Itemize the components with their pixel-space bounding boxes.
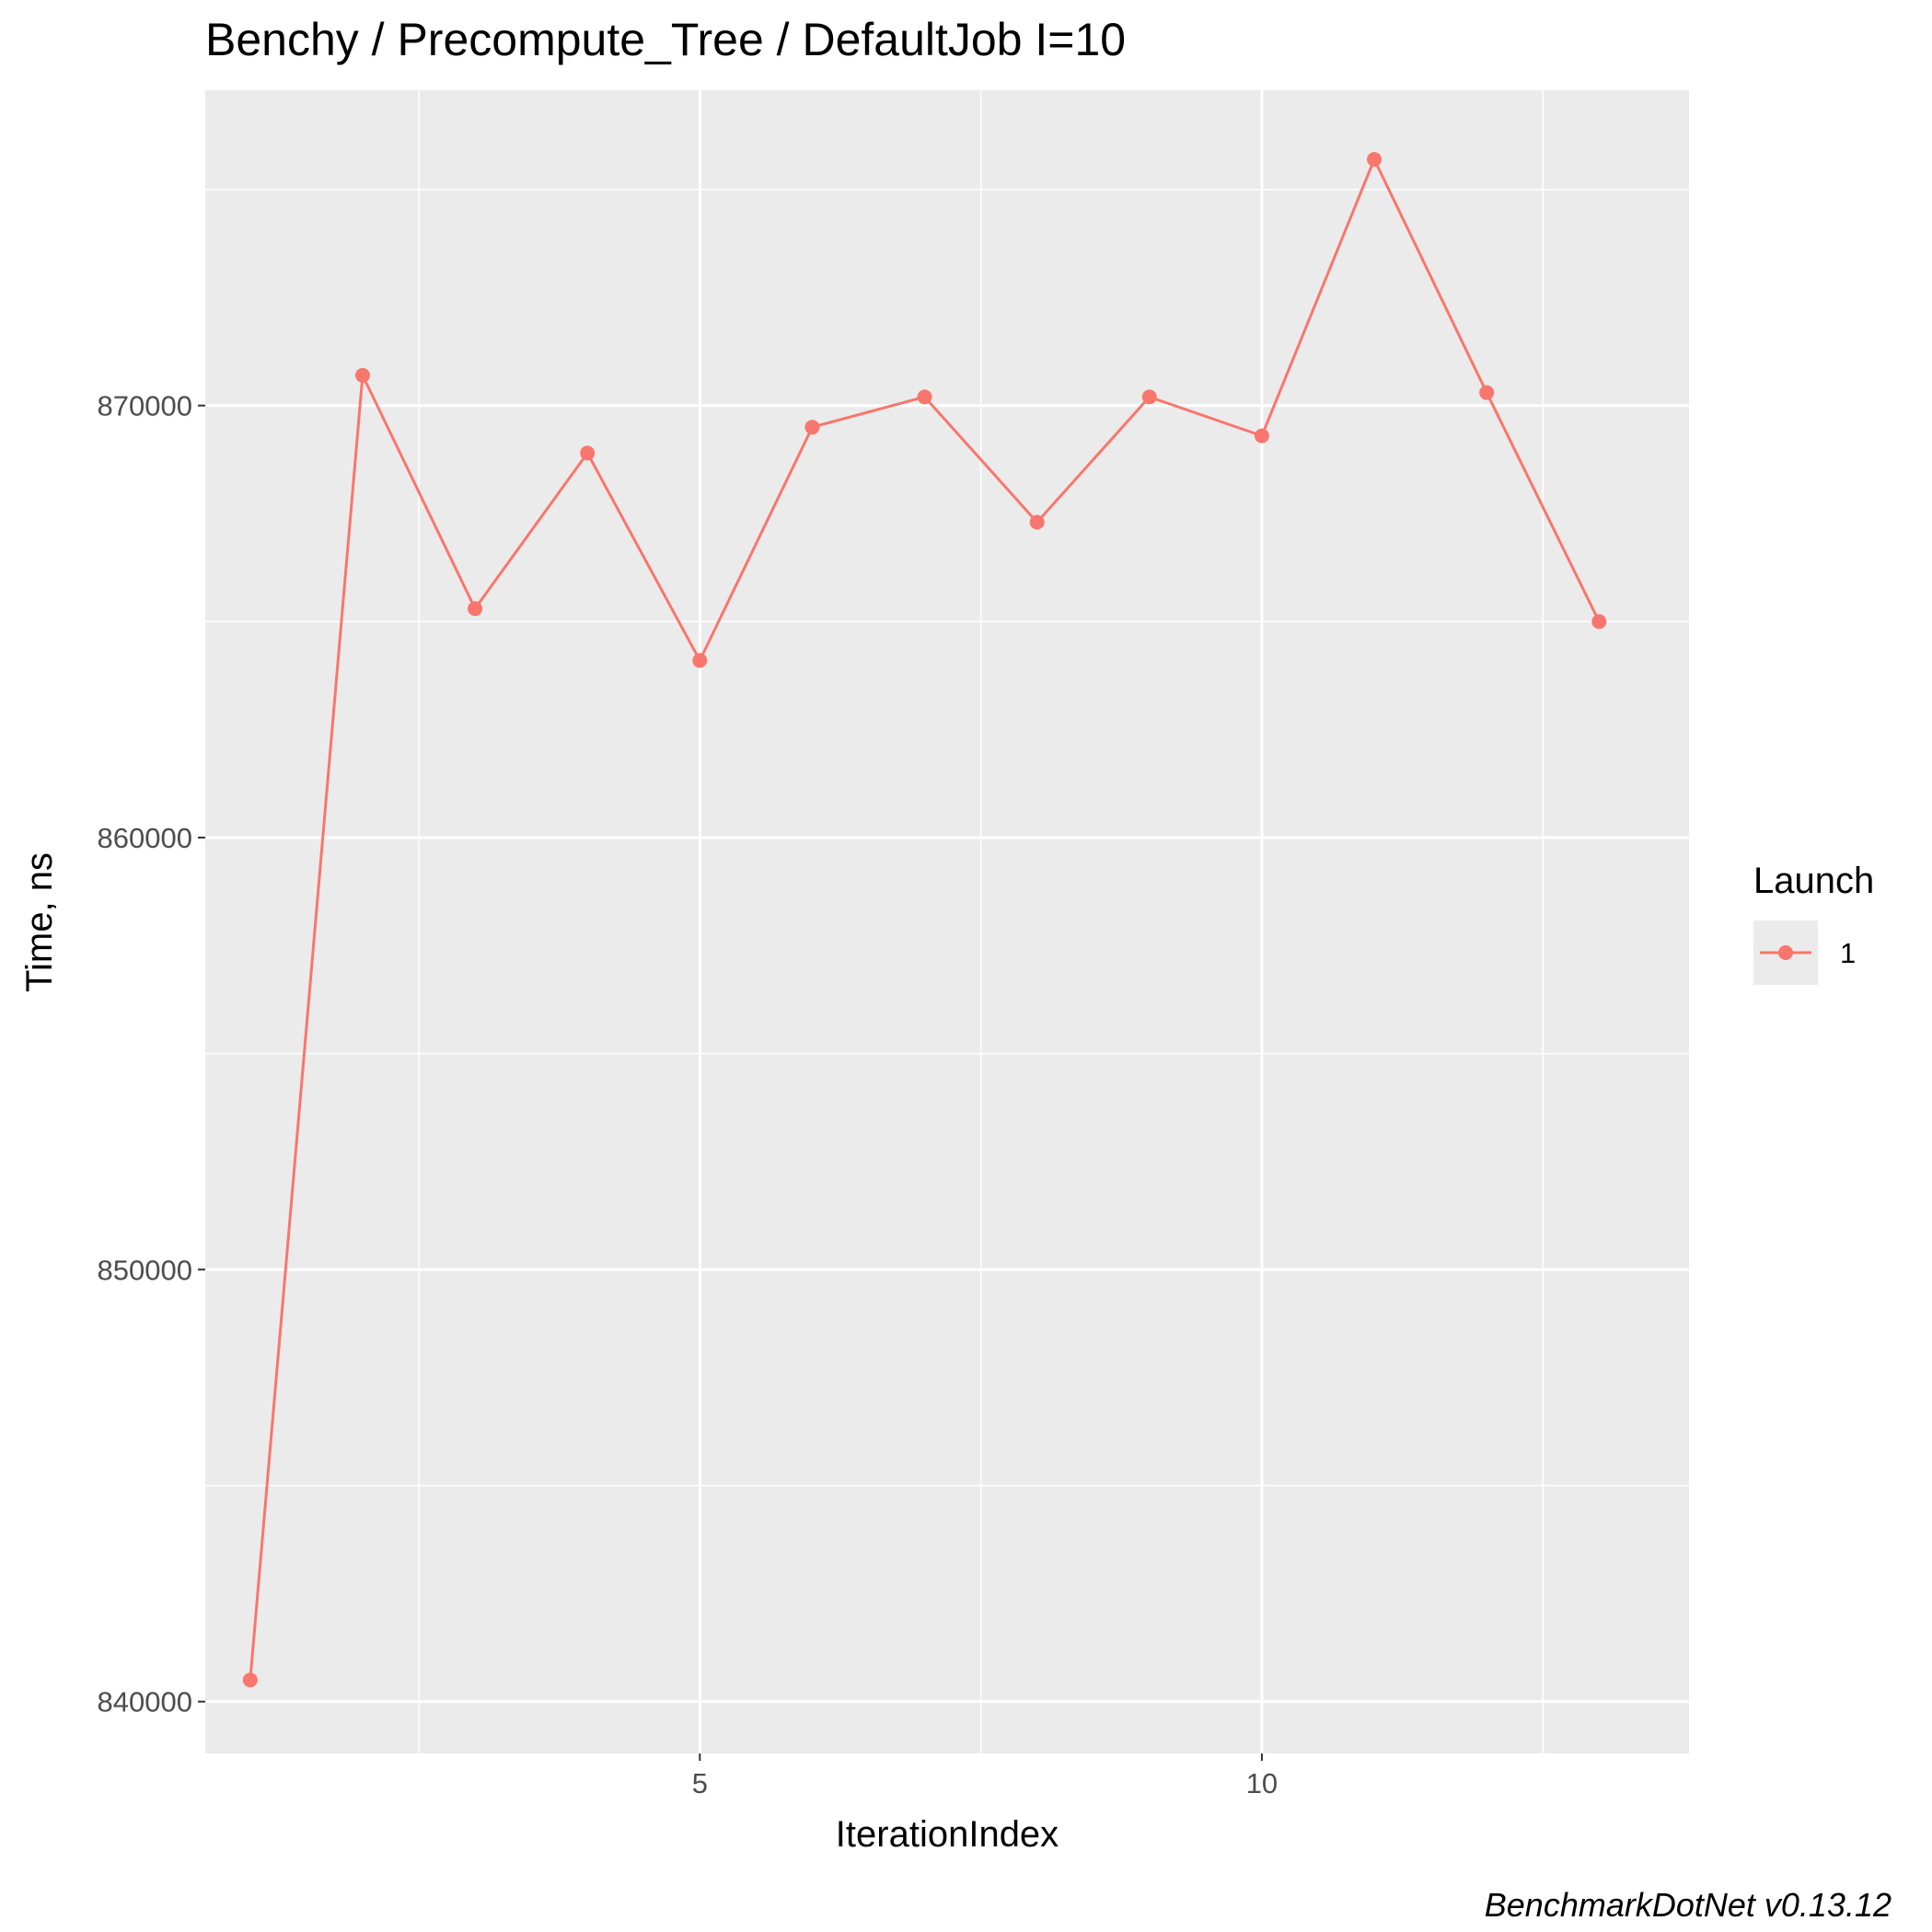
data-point [917, 389, 932, 405]
x-tick-label: 5 [692, 1767, 708, 1799]
legend-key-point [1778, 945, 1793, 960]
x-tick-labels: 5 10 [692, 1767, 1278, 1799]
data-point [580, 445, 596, 461]
plot-panel [205, 90, 1689, 1753]
caption: BenchmarkDotNet v0.13.12 [1485, 1886, 1892, 1924]
data-point [1591, 614, 1607, 630]
data-point [804, 420, 820, 435]
y-tick-label: 840000 [98, 1686, 192, 1718]
data-point [242, 1672, 258, 1688]
y-tick-labels: 840000 850000 860000 870000 [98, 390, 192, 1718]
y-tick-label: 860000 [98, 822, 192, 854]
legend-title: Launch [1753, 861, 1874, 901]
x-tick-label: 10 [1246, 1767, 1278, 1799]
legend-label: 1 [1840, 937, 1856, 969]
grid-major [205, 90, 1689, 1753]
data-point [354, 367, 370, 383]
y-tick-label: 850000 [98, 1254, 192, 1286]
data-point [1479, 385, 1495, 400]
legend: Launch 1 [1753, 861, 1874, 985]
x-axis-title: IterationIndex [836, 1814, 1059, 1855]
y-axis-title: Time, ns [19, 852, 60, 992]
axis-ticks [198, 404, 1263, 1761]
data-point [1029, 515, 1045, 530]
data-point [1254, 428, 1269, 444]
data-point [1141, 389, 1157, 405]
data-point [692, 653, 708, 668]
data-point [468, 601, 483, 617]
data-point [1367, 152, 1382, 168]
grid-minor [205, 90, 1689, 1753]
series-layer [242, 152, 1607, 1688]
y-tick-label: 870000 [98, 390, 192, 422]
chart-title: Benchy / Precompute_Tree / DefaultJob I=… [205, 14, 1126, 65]
